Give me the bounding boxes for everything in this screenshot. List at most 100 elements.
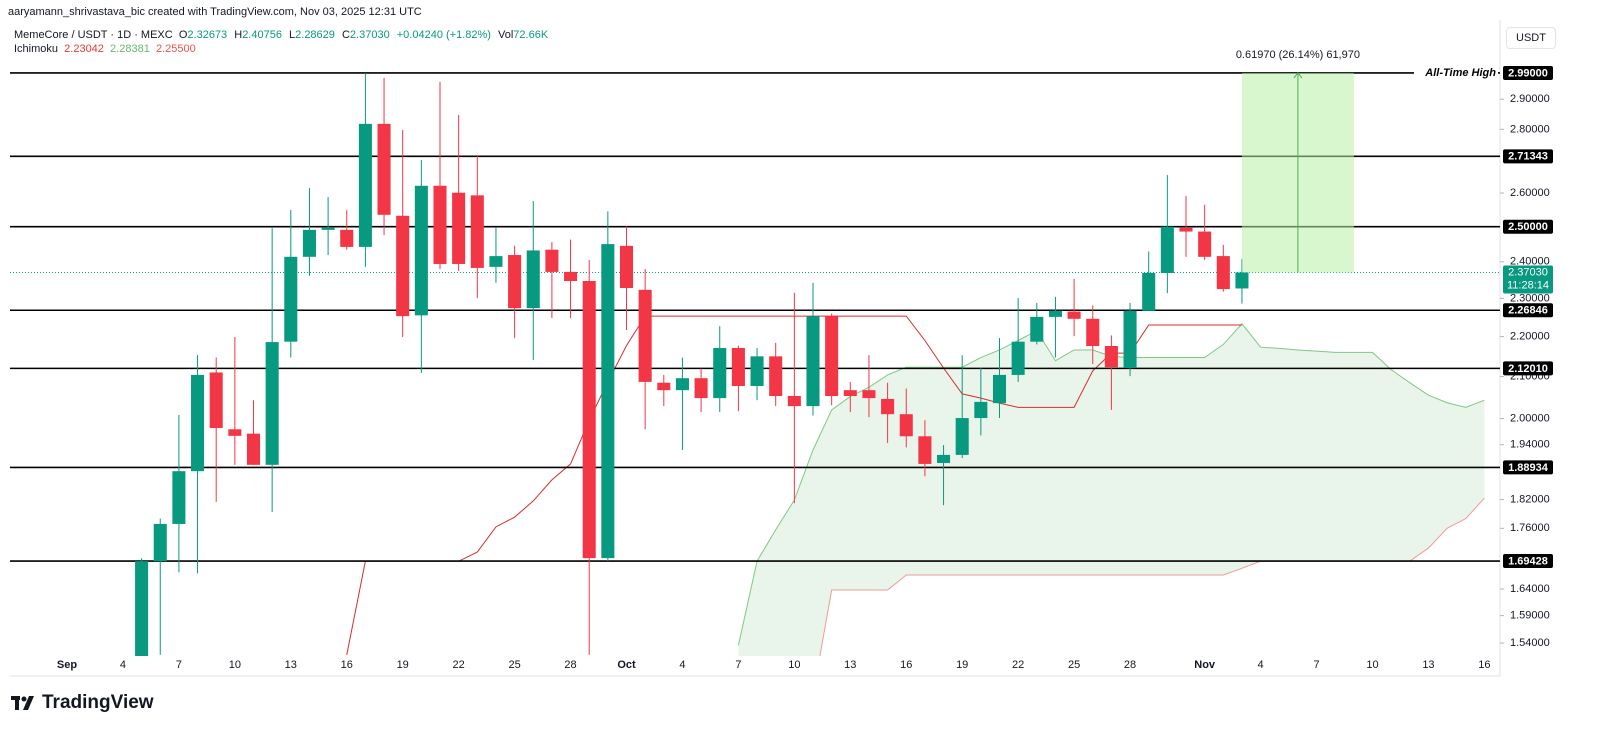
candle-body	[992, 374, 1007, 404]
candle-body	[1198, 231, 1212, 257]
x-tick-label: 25	[1068, 659, 1080, 671]
candle-body	[358, 123, 372, 247]
level-label: 1.69428	[1508, 555, 1548, 567]
candle-body	[1104, 346, 1118, 368]
level-label: 2.26846	[1508, 305, 1548, 317]
y-tick-label: 2.60000	[1510, 187, 1550, 199]
candle-body	[153, 523, 167, 562]
candle-body	[619, 245, 634, 288]
x-tick-label: 22	[1012, 659, 1024, 671]
countdown-label: 11:28:14	[1507, 279, 1549, 291]
measure-box	[1241, 72, 1354, 273]
candle-body	[1123, 310, 1137, 369]
candle-body	[1235, 272, 1249, 289]
level-label-bg	[1503, 149, 1553, 164]
candle-body	[881, 398, 895, 415]
current-price-bg	[1503, 265, 1553, 294]
symbol: MemeCore / USDT · 1D · MEXC	[14, 29, 173, 41]
y-tick-label: 2.10000	[1510, 370, 1550, 382]
x-tick-label: 10	[1366, 659, 1378, 671]
candle-body	[1142, 272, 1156, 311]
ohlc-key: C	[341, 29, 350, 41]
candle-body	[228, 429, 242, 436]
candle-body	[1048, 310, 1062, 317]
candle-body	[1216, 256, 1230, 290]
x-tick-label: 7	[1313, 659, 1319, 671]
currency-button[interactable]: USDT	[1506, 27, 1556, 49]
candle-body	[172, 471, 186, 524]
candle-body	[340, 229, 354, 247]
y-tick-label: 2.80000	[1510, 123, 1550, 135]
y-tick-label: 1.54000	[1510, 637, 1550, 649]
y-tick-label: 1.76000	[1510, 522, 1550, 534]
candle-body	[302, 229, 316, 257]
candle-body	[825, 316, 839, 397]
ohlc-key: L	[289, 29, 296, 41]
candle-body	[564, 271, 578, 282]
candle-body	[862, 390, 876, 399]
level-label-bg	[1503, 460, 1553, 475]
y-tick-label: 2.40000	[1510, 256, 1550, 268]
candle-body	[508, 255, 522, 309]
x-tick-label: 25	[508, 659, 520, 671]
indicator-legend: Ichimoku 2.23042 2.28381 2.25500	[14, 43, 196, 55]
candle-body	[1160, 226, 1174, 273]
candle-body	[135, 561, 149, 656]
plot-area: All-Time High	[10, 64, 1500, 656]
x-tick-label: Nov	[1194, 659, 1216, 671]
indicator-value: 2.28381	[110, 43, 150, 55]
level-label: 1.88934	[1508, 462, 1549, 474]
candle-body	[191, 374, 205, 472]
logo-text: TradingView	[42, 692, 154, 713]
candle-body	[675, 378, 689, 391]
candle-body	[433, 185, 447, 264]
candle-body	[452, 192, 466, 264]
x-tick-label: 10	[788, 659, 800, 671]
x-tick-label: 13	[1422, 659, 1434, 671]
ichimoku-base	[346, 315, 1242, 655]
candle-body	[806, 316, 820, 407]
ichimoku-lead-a	[737, 323, 1485, 646]
ath-label-bg	[1414, 64, 1498, 81]
measure-arrow-head	[1293, 72, 1303, 79]
x-tick-label: 7	[176, 659, 182, 671]
ichimoku-lead-b	[819, 497, 1485, 656]
y-tick-label: 1.64000	[1510, 583, 1550, 595]
x-tick-label: 7	[735, 659, 741, 671]
candle-body	[246, 433, 261, 465]
x-tick-label: 4	[679, 659, 685, 671]
indicator-value: 2.25500	[155, 43, 196, 55]
level-label-bg	[1503, 65, 1553, 80]
candle-body	[396, 215, 410, 317]
candle-body	[489, 256, 503, 267]
level-label-bg	[1503, 303, 1553, 318]
candle-body	[321, 227, 335, 230]
level-label: 2.12010	[1508, 363, 1548, 375]
level-label: 2.50000	[1508, 221, 1548, 233]
candle-body	[526, 250, 540, 309]
y-tick-label: 1.59000	[1510, 610, 1550, 622]
candle-body	[1030, 316, 1044, 342]
change: +0.04240 (+1.82%)	[396, 29, 491, 41]
candle-body	[377, 123, 391, 215]
candle-body	[265, 342, 279, 465]
x-tick-label: 16	[341, 659, 353, 671]
candle-body	[1011, 341, 1025, 375]
candle-body	[284, 256, 298, 342]
candle-body	[601, 244, 615, 559]
credit-line: aaryamann_shrivastava_bic created with T…	[8, 6, 422, 18]
x-tick-label: 22	[453, 659, 465, 671]
x-tick-label: 19	[956, 659, 968, 671]
candle-body	[470, 195, 484, 268]
candle-body	[638, 289, 652, 382]
y-tick-label: 1.82000	[1510, 493, 1550, 505]
x-tick-label: 4	[120, 659, 126, 671]
x-tick-label: 10	[229, 659, 241, 671]
ohlc-key: H	[234, 29, 243, 41]
candle-body	[974, 401, 988, 419]
x-tick-label: Sep	[57, 659, 77, 671]
y-tick-label: 2.20000	[1510, 330, 1550, 342]
candle-body	[731, 347, 745, 387]
candle-body	[787, 396, 801, 407]
